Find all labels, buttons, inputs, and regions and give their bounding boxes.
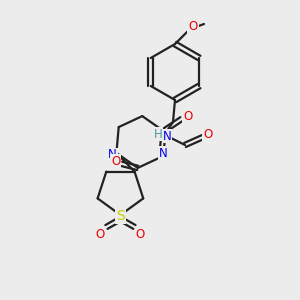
Text: N: N	[163, 130, 171, 142]
Text: O: O	[188, 20, 198, 34]
Text: O: O	[96, 229, 105, 242]
Text: O: O	[203, 128, 213, 140]
Text: S: S	[116, 209, 125, 223]
Text: O: O	[136, 229, 145, 242]
Text: N: N	[108, 148, 117, 161]
Text: N: N	[159, 147, 168, 161]
Text: O: O	[183, 110, 192, 122]
Text: O: O	[111, 155, 120, 168]
Text: H: H	[154, 128, 162, 140]
